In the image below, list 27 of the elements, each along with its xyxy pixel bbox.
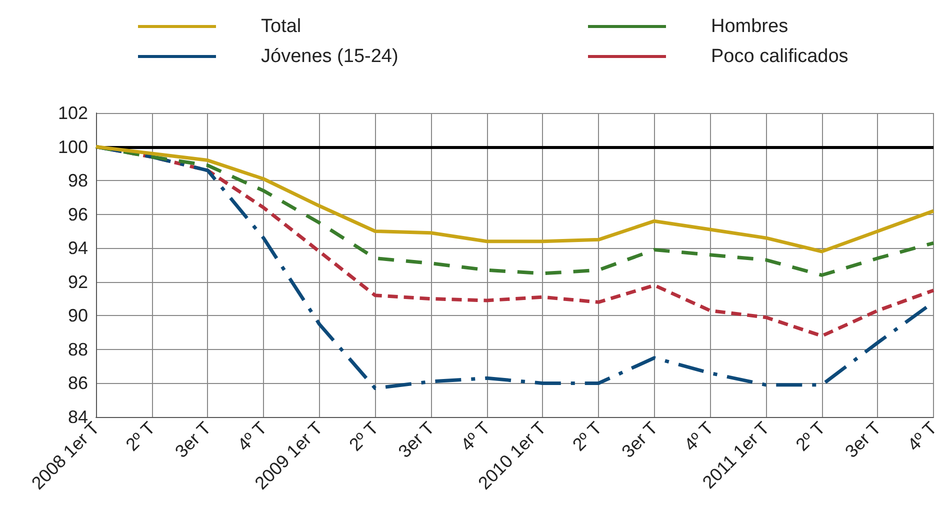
x-tick-label: 3er T bbox=[618, 418, 662, 462]
x-tick-label: 4º T bbox=[680, 418, 718, 455]
y-tick-label: 98 bbox=[68, 170, 88, 191]
x-tick-label: 4º T bbox=[456, 418, 494, 455]
x-tick-label: 4º T bbox=[234, 418, 271, 455]
y-tick-label: 88 bbox=[68, 339, 88, 360]
y-tick-label: 96 bbox=[68, 204, 88, 224]
y-tick-label: 100 bbox=[58, 136, 88, 157]
legend-label: Jóvenes (15-24) bbox=[261, 46, 398, 67]
x-tick-label: 3er T bbox=[841, 418, 885, 462]
legend-label: Hombres bbox=[711, 16, 788, 37]
y-tick-label: 86 bbox=[68, 373, 88, 394]
x-tick-label: 3er T bbox=[394, 418, 438, 462]
x-tick-label: 2º T bbox=[568, 418, 606, 455]
legend-label: Poco calificados bbox=[711, 46, 848, 67]
y-tick-label: 92 bbox=[68, 272, 88, 292]
x-tick-label: 2º T bbox=[345, 418, 382, 455]
x-tick-label: 2º T bbox=[792, 418, 829, 455]
x-tick-label: 3er T bbox=[171, 418, 215, 462]
y-tick-label: 90 bbox=[68, 306, 88, 326]
y-tick-label: 102 bbox=[58, 103, 88, 123]
line-series bbox=[94, 145, 936, 277]
x-tick-label: 2º T bbox=[122, 418, 159, 455]
line-series bbox=[94, 145, 936, 254]
y-tick-label: 94 bbox=[68, 238, 88, 258]
legend-label: Total bbox=[261, 16, 302, 37]
x-tick-label: 4º T bbox=[904, 418, 941, 455]
